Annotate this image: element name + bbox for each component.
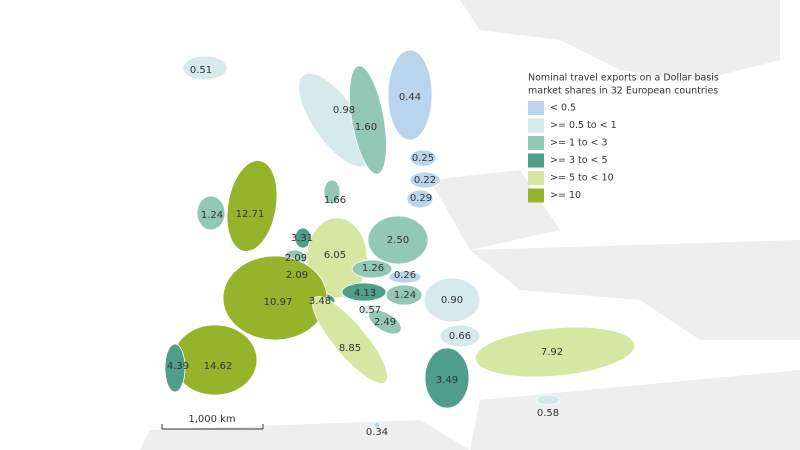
country-region — [388, 270, 422, 284]
country-value-label: 7.92 — [541, 347, 563, 358]
country-value-label: 0.34 — [366, 427, 388, 438]
country-region — [196, 195, 226, 231]
country-value-label: 2.50 — [387, 235, 409, 246]
country-value-label: 8.85 — [339, 343, 361, 354]
country-value-label: 0.98 — [333, 105, 355, 116]
country-value-label: 2.09 — [285, 253, 307, 264]
background-land — [60, 0, 800, 450]
regions — [164, 49, 636, 429]
country-region — [306, 217, 368, 299]
scale-label: 1,000 km — [188, 414, 235, 425]
country-value-label: 4.39 — [167, 361, 189, 372]
country-value-label: 6.05 — [324, 250, 346, 261]
land — [470, 370, 800, 450]
country-region — [373, 421, 381, 429]
country-region — [439, 324, 481, 348]
country-value-label: 3.31 — [291, 233, 313, 244]
country-region — [323, 179, 341, 205]
land — [60, 0, 780, 80]
country-region — [312, 296, 388, 384]
country-value-label: 0.22 — [414, 175, 436, 186]
legend-swatch — [528, 188, 544, 203]
country-value-label: 0.58 — [537, 408, 559, 419]
legend-swatch — [528, 171, 544, 185]
land — [140, 420, 470, 450]
country-value-label: 3.48 — [309, 296, 331, 307]
land — [470, 240, 800, 340]
country-region — [385, 284, 423, 306]
scale-bar: 1,000 km — [161, 414, 264, 430]
country-value-label: 2.49 — [374, 317, 396, 328]
legend-swatch — [528, 118, 544, 133]
country-region — [406, 189, 434, 209]
country-region — [409, 149, 437, 167]
legend-label: >= 10 — [550, 190, 581, 201]
country-value-label: 2.09 — [286, 270, 308, 281]
legend-label: < 0.5 — [550, 103, 576, 114]
country-value-label: 3.49 — [436, 375, 458, 386]
legend-label: >= 1 to < 3 — [550, 138, 608, 149]
country-value-label: 0.66 — [449, 331, 471, 342]
country-value-label: 0.51 — [190, 65, 212, 76]
country-region — [474, 326, 636, 378]
country-region — [387, 49, 433, 141]
country-region — [222, 255, 328, 341]
country-region — [424, 347, 470, 409]
legend-title: Nominal travel exports on a Dollar basis — [528, 73, 719, 84]
country-region — [409, 171, 441, 189]
country-value-label: 0.57 — [359, 305, 381, 316]
legend-swatch — [528, 153, 544, 168]
country-value-label: 0.44 — [399, 92, 421, 103]
country-region — [535, 394, 561, 406]
legend: Nominal travel exports on a Dollar basis… — [528, 73, 719, 203]
legend-label: >= 0.5 to < 1 — [550, 120, 617, 131]
country-value-label: 0.90 — [441, 295, 463, 306]
land — [430, 170, 560, 250]
country-value-label: 0.25 — [412, 153, 434, 164]
country-value-label: 1.24 — [394, 290, 416, 301]
country-value-label: 10.97 — [264, 297, 293, 308]
legend-swatch — [528, 136, 544, 150]
legend-title: market shares in 32 European countries — [528, 86, 718, 97]
country-region — [423, 277, 481, 323]
country-value-label: 14.62 — [204, 361, 233, 372]
country-region — [367, 215, 429, 265]
country-region — [164, 343, 186, 393]
legend-label: >= 5 to < 10 — [550, 173, 614, 184]
legend-swatch — [528, 101, 544, 115]
country-value-label: 1.66 — [324, 195, 346, 206]
labels: 0.51 0.981.60 0.44 0.25 0.22 0.29 1.66 1.24 12.7… — [167, 65, 563, 438]
country-region — [182, 55, 228, 81]
country-value-label: 1.26 — [362, 263, 384, 274]
legend-label: >= 3 to < 5 — [550, 155, 608, 166]
country-value-label: 12.71 — [236, 209, 265, 220]
country-value-label: 0.29 — [410, 193, 432, 204]
legend-items: < 0.5 >= 0.5 to < 1 >= 1 to < 3 >= 3 to < 5… — [528, 101, 617, 203]
country-value-label: 4.13 — [354, 288, 376, 299]
country-region — [341, 282, 387, 302]
country-value-label: 0.26 — [394, 270, 416, 281]
country-region — [351, 259, 393, 279]
country-region — [226, 160, 278, 252]
country-value-label: 1.60 — [355, 122, 377, 133]
country-region — [368, 309, 402, 335]
country-region — [349, 65, 387, 175]
country-region — [172, 324, 258, 396]
country-value-label: 1.24 — [201, 210, 223, 221]
